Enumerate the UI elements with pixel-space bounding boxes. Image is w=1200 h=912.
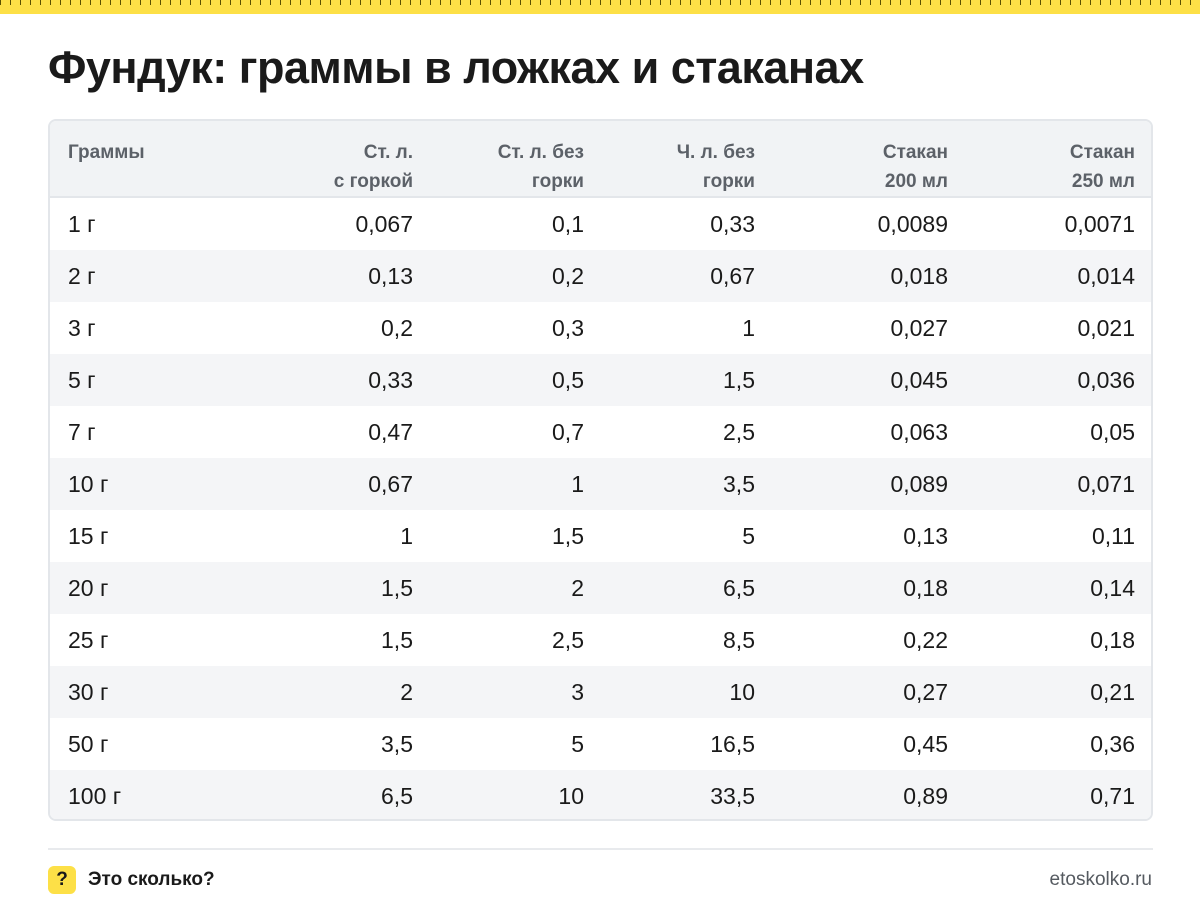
column-header-glass-200: Стакан 200 мл [882,142,948,192]
cell-tsp-level: 6,5 [723,574,755,601]
cell-tbsp-heaped: 0,067 [355,210,413,237]
column-header-tbsp-level: Ст. л. без горки [497,142,584,192]
cell-glass-200: 0,89 [903,782,948,809]
cell-glass-250: 0,71 [1090,782,1135,809]
cell-glass-200: 0,045 [890,366,948,393]
cell-glass-200: 0,018 [890,262,948,289]
cell-tbsp-heaped: 3,5 [381,730,413,757]
cell-glass-250: 0,18 [1090,626,1135,653]
cell-glass-250: 0,021 [1077,314,1135,341]
cell-tbsp-heaped: 0,33 [368,366,413,393]
column-header-tbsp-heaped: Ст. л. с горкой [333,142,413,192]
table-row: 5 г 0,33 0,5 1,5 0,045 0,036 [50,354,1151,406]
cell-grams: 2 г [68,262,96,289]
table-row: 25 г 1,5 2,5 8,5 0,22 0,18 [50,614,1151,666]
conversion-table: Граммы Ст. л. с горкой Ст. л. без горки … [48,119,1153,821]
cell-tsp-level: 1,5 [723,366,755,393]
page-title: Фундук: граммы в ложках и стаканах [48,42,864,93]
column-header-tsp-level: Ч. л. без горки [676,142,755,192]
cell-glass-200: 0,18 [903,574,948,601]
cell-glass-200: 0,089 [890,470,948,497]
cell-tbsp-heaped: 6,5 [381,782,413,809]
table-row: 50 г 3,5 5 16,5 0,45 0,36 [50,718,1151,770]
table-row: 30 г 2 3 10 0,27 0,21 [50,666,1151,718]
table-body: 1 г 0,067 0,1 0,33 0,0089 0,0071 2 г 0,13 0,2 0,6… [50,198,1151,819]
cell-tsp-level: 10 [729,678,755,705]
cell-glass-200: 0,22 [903,626,948,653]
cell-glass-250: 0,05 [1090,418,1135,445]
cell-grams: 1 г [68,210,96,237]
cell-grams: 5 г [68,366,96,393]
footer-site-link[interactable]: etoskolko.ru [1049,869,1152,890]
cell-glass-200: 0,13 [903,522,948,549]
cell-grams: 15 г [68,522,109,549]
cell-glass-250: 0,036 [1077,366,1135,393]
cell-tsp-level: 0,33 [710,210,755,237]
cell-glass-250: 0,071 [1077,470,1135,497]
cell-grams: 50 г [68,730,109,757]
cell-tbsp-level: 2 [571,574,584,601]
cell-grams: 100 г [68,782,122,809]
cell-tbsp-heaped: 0,2 [381,314,413,341]
cell-tbsp-heaped: 1,5 [381,574,413,601]
table-row: 20 г 1,5 2 6,5 0,18 0,14 [50,562,1151,614]
cell-glass-200: 0,027 [890,314,948,341]
cell-glass-250: 0,14 [1090,574,1135,601]
table-row: 3 г 0,2 0,3 1 0,027 0,021 [50,302,1151,354]
cell-tbsp-level: 0,7 [552,418,584,445]
cell-tsp-level: 33,5 [710,782,755,809]
cell-tsp-level: 2,5 [723,418,755,445]
cell-tbsp-level: 0,1 [552,210,584,237]
cell-tsp-level: 8,5 [723,626,755,653]
cell-grams: 10 г [68,470,109,497]
cell-tsp-level: 3,5 [723,470,755,497]
cell-grams: 20 г [68,574,109,601]
cell-tbsp-heaped: 2 [400,678,413,705]
footer-brand: Это сколько? [88,869,215,890]
cell-tsp-level: 0,67 [710,262,755,289]
cell-tbsp-level: 2,5 [552,626,584,653]
cell-tbsp-level: 3 [571,678,584,705]
column-header-grams: Граммы [68,142,145,163]
cell-tbsp-level: 1,5 [552,522,584,549]
table-row: 2 г 0,13 0,2 0,67 0,018 0,014 [50,250,1151,302]
cell-grams: 25 г [68,626,109,653]
cell-glass-250: 0,21 [1090,678,1135,705]
table-header-row: Граммы Ст. л. с горкой Ст. л. без горки … [50,121,1151,198]
cell-tbsp-level: 0,2 [552,262,584,289]
cell-tbsp-level: 1 [571,470,584,497]
question-badge-icon: ? [48,866,76,894]
cell-tbsp-heaped: 0,13 [368,262,413,289]
ruler-decoration [0,0,1200,14]
table-row: 100 г 6,5 10 33,5 0,89 0,71 [50,770,1151,819]
cell-glass-250: 0,36 [1090,730,1135,757]
cell-grams: 3 г [68,314,96,341]
cell-tbsp-level: 0,5 [552,366,584,393]
cell-tbsp-level: 0,3 [552,314,584,341]
column-header-glass-250: Стакан 250 мл [1069,142,1135,192]
table-row: 7 г 0,47 0,7 2,5 0,063 0,05 [50,406,1151,458]
cell-tbsp-heaped: 0,67 [368,470,413,497]
cell-glass-200: 0,45 [903,730,948,757]
cell-tbsp-heaped: 0,47 [368,418,413,445]
cell-grams: 30 г [68,678,109,705]
cell-grams: 7 г [68,418,96,445]
footer-divider [48,848,1153,850]
cell-tsp-level: 1 [742,314,755,341]
cell-glass-200: 0,0089 [877,210,948,237]
cell-tbsp-heaped: 1 [400,522,413,549]
table-row: 15 г 1 1,5 5 0,13 0,11 [50,510,1151,562]
cell-glass-250: 0,11 [1091,522,1135,549]
cell-glass-250: 0,014 [1077,262,1135,289]
cell-tsp-level: 5 [742,522,755,549]
table-row: 10 г 0,67 1 3,5 0,089 0,071 [50,458,1151,510]
cell-glass-200: 0,27 [903,678,948,705]
cell-glass-200: 0,063 [890,418,948,445]
cell-tsp-level: 16,5 [710,730,755,757]
cell-tbsp-heaped: 1,5 [381,626,413,653]
cell-tbsp-level: 10 [558,782,584,809]
cell-tbsp-level: 5 [571,730,584,757]
cell-glass-250: 0,0071 [1064,210,1135,237]
table-row: 1 г 0,067 0,1 0,33 0,0089 0,0071 [50,198,1151,250]
